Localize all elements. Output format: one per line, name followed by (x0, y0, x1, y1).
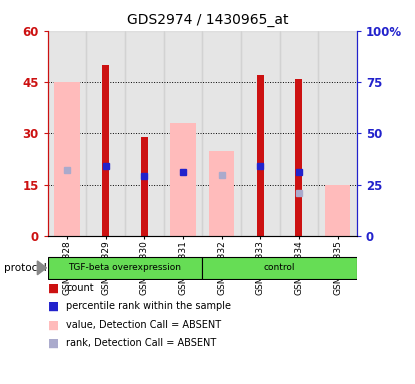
Bar (86, 31, 125, 236)
Bar (164, 31, 202, 236)
Bar (202, 31, 241, 236)
Bar (125, 31, 164, 236)
Text: TGF-beta overexpression: TGF-beta overexpression (68, 263, 181, 272)
Text: ■: ■ (48, 337, 59, 350)
Text: ■: ■ (48, 300, 59, 313)
Text: rank, Detection Call = ABSENT: rank, Detection Call = ABSENT (66, 338, 217, 348)
Text: ■: ■ (48, 318, 59, 331)
Bar (325, 185, 350, 236)
Bar (171, 123, 195, 236)
Bar (54, 82, 80, 236)
Text: value, Detection Call = ABSENT: value, Detection Call = ABSENT (66, 320, 222, 330)
Text: protocol: protocol (4, 263, 47, 273)
Bar (241, 31, 280, 236)
Bar (102, 65, 109, 236)
Text: GDS2974 / 1430965_at: GDS2974 / 1430965_at (127, 13, 288, 27)
Bar (141, 137, 148, 236)
FancyBboxPatch shape (202, 257, 357, 279)
Bar (257, 75, 264, 236)
Bar (209, 151, 234, 236)
Text: control: control (264, 263, 295, 272)
Text: percentile rank within the sample: percentile rank within the sample (66, 301, 232, 311)
Bar (318, 31, 357, 236)
FancyBboxPatch shape (48, 257, 202, 279)
Text: count: count (66, 283, 94, 293)
Bar (295, 79, 303, 236)
Text: ■: ■ (48, 281, 59, 295)
Bar (48, 31, 86, 236)
Bar (280, 31, 318, 236)
